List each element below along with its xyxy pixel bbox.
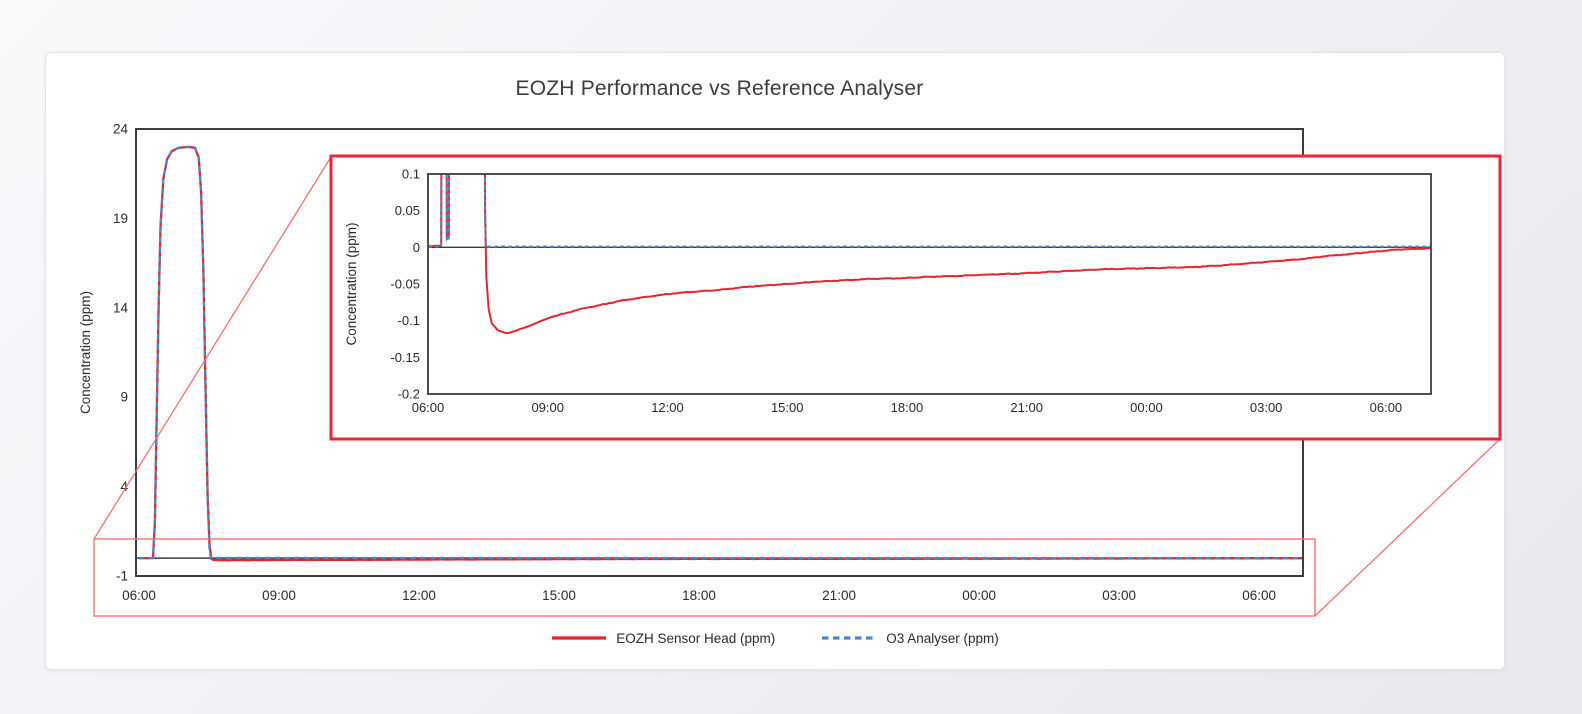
inset-x-tick-label: 03:00 bbox=[1250, 400, 1283, 415]
inset-x-tick-label: 15:00 bbox=[771, 400, 804, 415]
main-x-tick-label: 03:00 bbox=[1102, 588, 1136, 603]
main-series-o3-analyser bbox=[139, 145, 1303, 560]
inset-x-tick-label: 12:00 bbox=[651, 400, 684, 415]
chart-legend: EOZH Sensor Head (ppm) O3 Analyser (ppm) bbox=[46, 626, 1504, 650]
main-y-tick-label: 14 bbox=[113, 300, 129, 315]
legend-line-swatch bbox=[552, 636, 607, 640]
zoom-callout bbox=[93, 156, 1501, 617]
zoom-region-box bbox=[93, 538, 1316, 617]
inset-y-axis-title: Concentration (ppm) bbox=[344, 222, 359, 345]
inset-x-tick-label: 21:00 bbox=[1010, 400, 1043, 415]
inset-y-tick-label: -0.1 bbox=[398, 313, 420, 328]
inset-x-tick-label: 09:00 bbox=[531, 400, 564, 415]
legend-item-o3-analyser: O3 Analyser (ppm) bbox=[821, 631, 999, 646]
inset-x-tick-label: 00:00 bbox=[1130, 400, 1163, 415]
inset-x-tick-label: 06:00 bbox=[1370, 400, 1403, 415]
legend-label: O3 Analyser (ppm) bbox=[886, 630, 999, 646]
inset-chart: 06:00 09:00 12:00 15:00 18:00 21:00 00:00 03:00… bbox=[344, 167, 1432, 415]
main-y-tick-label: 9 bbox=[120, 390, 128, 405]
legend-item-eozh-sensor: EOZH Sensor Head (ppm) bbox=[551, 631, 775, 646]
inset-plot-border bbox=[427, 173, 1432, 395]
inset-series-group bbox=[428, 174, 1431, 335]
inset-x-tick-label: 18:00 bbox=[891, 400, 924, 415]
main-y-tick-label: 19 bbox=[113, 211, 128, 226]
chart-canvas: 06:00 09:00 12:00 15:00 18:00 21:00 00:00 03:00… bbox=[78, 122, 1502, 617]
main-x-tick-label: 12:00 bbox=[402, 588, 436, 603]
main-y-tick-label: -1 bbox=[116, 569, 128, 584]
main-x-tick-label: 09:00 bbox=[262, 588, 296, 603]
inset-series-o3-analyser bbox=[428, 174, 1431, 248]
main-y-axis-title: Concentration (ppm) bbox=[78, 291, 93, 414]
main-x-tick-label: 06:00 bbox=[122, 588, 156, 603]
inset-y-tick-label: -0.15 bbox=[390, 350, 420, 365]
main-series-group bbox=[139, 145, 1303, 562]
inset-x-tick-label: 06:00 bbox=[412, 400, 445, 415]
main-x-tick-label: 15:00 bbox=[542, 588, 576, 603]
main-y-tick-label: 4 bbox=[120, 479, 128, 494]
legend-line-swatch bbox=[822, 636, 877, 640]
main-x-tick-label: 21:00 bbox=[822, 588, 856, 603]
inset-series-eozh-sensor bbox=[428, 174, 1431, 335]
zoom-connector-line bbox=[1314, 438, 1501, 617]
chart-title: EOZH Performance vs Reference Analyser bbox=[515, 77, 924, 100]
legend-label: EOZH Sensor Head (ppm) bbox=[616, 630, 776, 646]
inset-border-box bbox=[329, 154, 1502, 441]
inset-y-tick-label: 0.1 bbox=[402, 167, 420, 182]
main-x-tick-label: 00:00 bbox=[962, 588, 996, 603]
chart-card: EOZH Performance vs Reference Analyser 0… bbox=[45, 52, 1505, 670]
inset-y-tick-label: 0 bbox=[413, 240, 420, 255]
main-y-tick-label: 24 bbox=[113, 122, 129, 137]
main-x-tick-label: 06:00 bbox=[1242, 588, 1276, 603]
zoom-connector-line bbox=[93, 156, 332, 540]
inset-y-tick-label: -0.2 bbox=[398, 387, 420, 402]
main-x-tick-label: 18:00 bbox=[682, 588, 716, 603]
inset-y-tick-label: 0.05 bbox=[395, 203, 420, 218]
inset-y-tick-label: -0.05 bbox=[390, 277, 420, 292]
